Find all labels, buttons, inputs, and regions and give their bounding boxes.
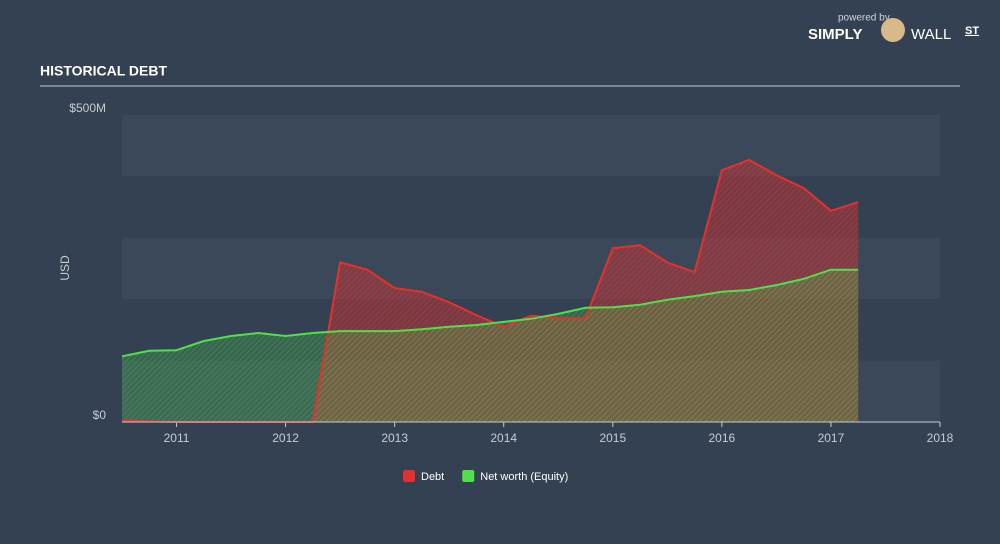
area bbox=[122, 269, 859, 422]
x-tick-label: 2018 bbox=[927, 431, 954, 445]
legend: Debt Net worth (Equity) bbox=[403, 470, 568, 483]
legend-label: Net worth (Equity) bbox=[480, 471, 568, 483]
logo-powered: powered by bbox=[838, 13, 890, 24]
x-tick-label: 2013 bbox=[381, 431, 408, 445]
legend-label: Debt bbox=[421, 471, 444, 483]
logo: powered by SIMPLY WALL ST bbox=[808, 13, 979, 43]
legend-swatch bbox=[403, 470, 415, 482]
y-tick-label: $0 bbox=[93, 408, 107, 422]
x-tick-label: 2012 bbox=[272, 431, 299, 445]
y-tick-label: $500M bbox=[69, 101, 106, 115]
line bbox=[121, 268, 859, 358]
x-tick-label: 2011 bbox=[164, 431, 190, 445]
x-tick-label: 2014 bbox=[490, 431, 517, 445]
logo-suffix: ST bbox=[965, 25, 979, 37]
logo-left: SIMPLY bbox=[808, 26, 862, 43]
logo-right: WALL bbox=[911, 26, 951, 43]
chart-title: HISTORICAL DEBT bbox=[40, 63, 167, 79]
plot: $0 $500M 2011 2012 2013 2014 2015 2016 2017 2018 bbox=[69, 101, 953, 445]
legend-swatch bbox=[462, 470, 475, 482]
plot-band bbox=[122, 115, 940, 177]
logo-icon bbox=[881, 18, 905, 42]
y-axis-label: USD bbox=[58, 255, 72, 281]
x-tick-label: 2015 bbox=[599, 431, 626, 445]
x-tick-label: 2017 bbox=[818, 431, 845, 445]
x-tick-label: 2016 bbox=[709, 431, 736, 445]
